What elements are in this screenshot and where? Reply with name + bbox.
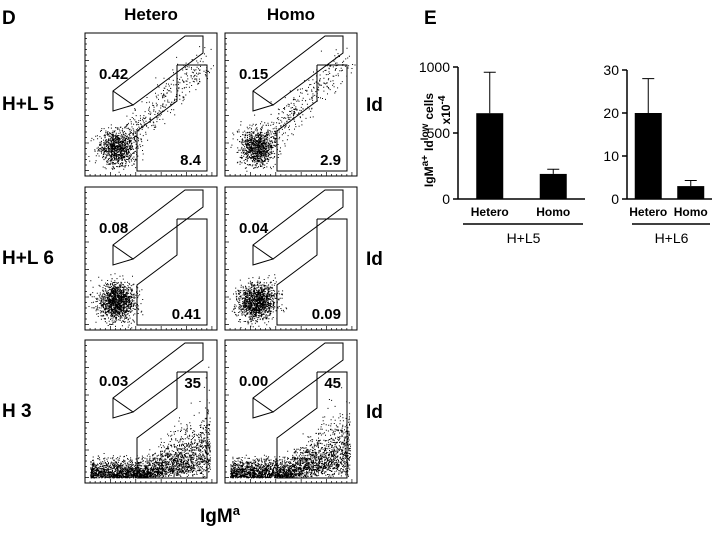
y-axis-label: IgMa+ Idlow cells [420, 93, 437, 187]
bar [634, 113, 662, 199]
label-part: -4 [437, 95, 448, 104]
label-part: Id [422, 140, 436, 151]
frame-ticks [85, 345, 213, 483]
panel-label: D [2, 8, 16, 29]
gate-percent: 0.04 [239, 220, 269, 237]
label-main: IgM [200, 506, 233, 527]
label-sup: a [233, 503, 241, 518]
row-right-label: Id [366, 249, 383, 270]
upper-gate [252, 342, 344, 419]
y-tick-label: 0 [611, 191, 619, 207]
label-part: x10 [439, 104, 453, 124]
x-tick-label: Hetero [471, 205, 509, 219]
cell-dots [230, 387, 351, 479]
label-part: a+ [420, 155, 431, 167]
x-tick-label: Homo [536, 205, 570, 219]
error-bar [642, 78, 655, 113]
plot-frame [224, 339, 358, 484]
frame-ticks [85, 38, 213, 176]
group-label: H+L5 [507, 230, 541, 246]
y-tick-label: 10 [603, 148, 619, 164]
y-tick-label: 500 [427, 125, 451, 141]
x-tick-label: Homo [674, 205, 708, 219]
gate-percent: 0.00 [239, 373, 268, 390]
x-axis-label: IgMa [200, 503, 241, 528]
row-label: H+L 6 [2, 248, 54, 269]
frame-ticks [225, 345, 353, 483]
y-tick-label: 20 [603, 105, 619, 121]
right-gate [136, 218, 208, 326]
x-tick-label: Hetero [629, 205, 667, 219]
gate-percent: 45 [324, 375, 341, 392]
frame-ticks [225, 38, 353, 176]
error-bar [483, 71, 496, 114]
frame-ticks [85, 192, 213, 330]
y-tick-label: 1000 [419, 59, 450, 75]
right-gate [276, 371, 348, 479]
upper-gate [112, 189, 204, 266]
upper-gate [252, 35, 344, 112]
upper-gate [252, 189, 344, 266]
gate-percent: 0.09 [312, 306, 341, 323]
row-right-label: Id [366, 402, 383, 423]
gate-percent: 2.9 [320, 152, 341, 169]
error-bar [547, 168, 560, 174]
column-header: Homo [267, 5, 315, 24]
y-axis-label: x10-4 [437, 95, 454, 124]
gate-percent: 0.41 [172, 306, 201, 323]
upper-gate [112, 342, 204, 419]
cell-dots [88, 46, 214, 173]
label-part: low [420, 123, 431, 140]
upper-gate [112, 35, 204, 112]
bar [539, 173, 567, 199]
right-gate [276, 64, 348, 172]
panel-label: E [424, 8, 437, 29]
y-tick-label: 0 [442, 191, 450, 207]
right-gate [136, 64, 208, 172]
frame-ticks [225, 192, 353, 330]
row-label: H+L 5 [2, 94, 54, 115]
column-header: Hetero [124, 5, 178, 24]
bar [677, 186, 705, 199]
gate-percent: 0.42 [99, 66, 128, 83]
error-bar [684, 180, 697, 187]
right-gate [136, 371, 208, 479]
gate-percent: 0.15 [239, 66, 268, 83]
group-label: H+L6 [655, 230, 689, 246]
gate-percent: 35 [184, 375, 201, 392]
right-gate [276, 218, 348, 326]
gate-percent: 8.4 [180, 152, 202, 169]
label-part: cells [422, 93, 436, 120]
y-tick-label: 30 [603, 62, 619, 78]
row-label: H 3 [2, 401, 32, 422]
gate-percent: 0.03 [99, 373, 128, 390]
cell-dots [229, 274, 288, 329]
cell-dots [88, 273, 144, 329]
row-right-label: Id [366, 95, 383, 116]
label-part: IgM [422, 166, 436, 187]
bar [476, 113, 504, 199]
cell-dots [230, 47, 356, 172]
gate-percent: 0.08 [99, 220, 128, 237]
